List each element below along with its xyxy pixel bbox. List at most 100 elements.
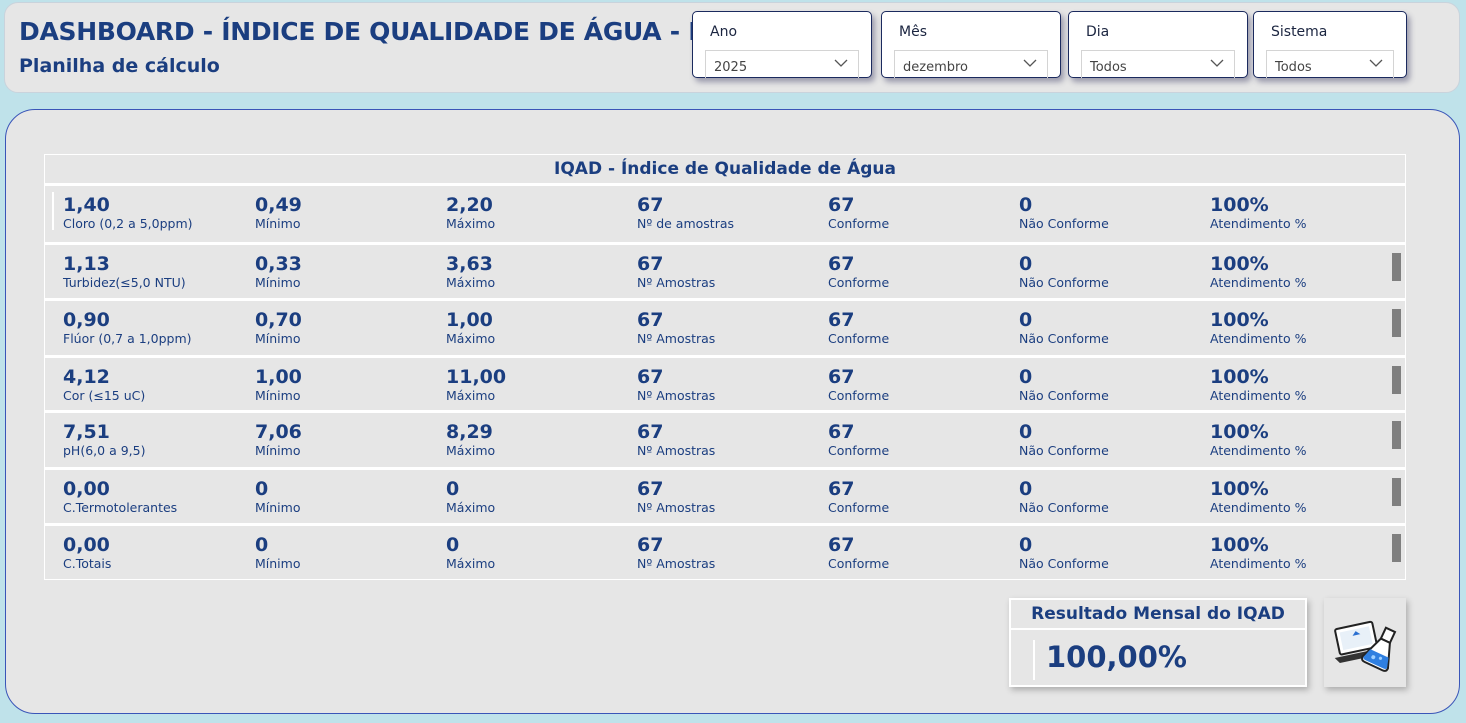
cell-max: 3,63 Máximo: [446, 253, 495, 291]
filter-mes-label: Mês: [899, 24, 927, 40]
cell-value: 67: [828, 194, 855, 216]
cell-conform: 67 Conforme: [828, 421, 889, 459]
cell-label: Nº Amostras: [637, 500, 716, 515]
result-accent-line: [1033, 640, 1035, 680]
cell-label: Cor (≤15 uC): [63, 388, 146, 403]
cell-max: 0 Máximo: [446, 534, 495, 572]
table-row: 4,12 Cor (≤15 uC) 1,00 Mínimo 11,00 Máximo 67 N…: [44, 356, 1406, 411]
lab-icon-card: [1324, 598, 1406, 687]
cell-label: Atendimento %: [1210, 388, 1307, 403]
cell-label: Conforme: [828, 331, 890, 346]
cell-label: Mínimo: [255, 216, 301, 231]
chevron-down-icon[interactable]: [1210, 59, 1224, 68]
cell-label: Não Conforme: [1019, 216, 1109, 231]
cell-label: Máximo: [446, 443, 496, 458]
cell-samples: 67 Nº Amostras: [637, 253, 715, 291]
chevron-down-icon[interactable]: [1023, 59, 1037, 68]
cell-label: Atendimento %: [1210, 556, 1307, 571]
cell-value: 0,90: [63, 309, 110, 331]
cell-conform: 67 Conforme: [828, 478, 889, 516]
filter-ano-label: Ano: [710, 24, 738, 40]
table-row: 0,00 C.Termotolerantes 0 Mínimo 0 Máximo 67 Nº …: [44, 468, 1406, 524]
scroll-bar-indicator: [1392, 421, 1401, 449]
filter-dia-dropdown[interactable]: Todos: [1081, 50, 1235, 78]
cell-label: Máximo: [446, 275, 496, 290]
cell-nonconform: 0 Não Conforme: [1019, 366, 1109, 404]
filter-mes: Mês dezembro: [881, 11, 1061, 78]
cell-max: 2,20 Máximo: [446, 194, 495, 232]
cell-value: 67: [828, 478, 855, 500]
cell-label: Mínimo: [255, 556, 301, 571]
filter-sistema: Sistema Todos: [1253, 11, 1407, 78]
cell-param: 4,12 Cor (≤15 uC): [63, 366, 145, 404]
cell-max: 11,00 Máximo: [446, 366, 506, 404]
cell-conform: 67 Conforme: [828, 253, 889, 291]
filter-dia-label: Dia: [1086, 24, 1110, 40]
cell-samples: 67 Nº Amostras: [637, 366, 715, 404]
cell-value: 0,33: [255, 253, 302, 275]
cell-label: Conforme: [828, 500, 890, 515]
cell-value: 0: [1019, 478, 1033, 500]
cell-label: C.Totais: [63, 556, 112, 571]
cell-value: 0: [446, 478, 460, 500]
cell-conform: 67 Conforme: [828, 194, 889, 232]
cell-attend: 100% Atendimento %: [1210, 421, 1306, 459]
cell-value: 67: [828, 421, 855, 443]
cell-max: 8,29 Máximo: [446, 421, 495, 459]
cell-label: Nº Amostras: [637, 443, 716, 458]
scroll-bar-indicator: [1392, 253, 1401, 281]
cell-label: Mínimo: [255, 443, 301, 458]
cell-nonconform: 0 Não Conforme: [1019, 194, 1109, 232]
cell-value: 0: [1019, 366, 1033, 388]
filter-sistema-dropdown[interactable]: Todos: [1266, 50, 1394, 78]
chevron-down-icon[interactable]: [834, 59, 848, 68]
cell-label: Flúor (0,7 a 1,0ppm): [63, 331, 192, 346]
filter-ano-dropdown[interactable]: 2025: [705, 50, 859, 78]
scroll-bar-indicator: [1392, 534, 1401, 562]
cell-label: Nº Amostras: [637, 331, 716, 346]
cell-value: 100%: [1210, 534, 1269, 556]
monthly-result-card: Resultado Mensal do IQAD 100,00%: [1009, 598, 1307, 687]
row-accent-line: [52, 192, 54, 230]
cell-label: Atendimento %: [1210, 275, 1307, 290]
cell-min: 0,70 Mínimo: [255, 309, 302, 347]
cell-nonconform: 0 Não Conforme: [1019, 421, 1109, 459]
cell-conform: 67 Conforme: [828, 534, 889, 572]
cell-value: 0: [1019, 421, 1033, 443]
cell-value: 67: [828, 534, 855, 556]
cell-value: 100%: [1210, 253, 1269, 275]
cell-param: 0,90 Flúor (0,7 a 1,0ppm): [63, 309, 192, 347]
cell-label: Atendimento %: [1210, 216, 1307, 231]
cell-value: 4,12: [63, 366, 110, 388]
cell-label: Não Conforme: [1019, 556, 1109, 571]
cell-attend: 100% Atendimento %: [1210, 253, 1306, 291]
cell-value: 0,70: [255, 309, 302, 331]
cell-attend: 100% Atendimento %: [1210, 534, 1306, 572]
cell-label: Conforme: [828, 216, 890, 231]
cell-value: 7,06: [255, 421, 302, 443]
cell-label: Atendimento %: [1210, 331, 1307, 346]
cell-min: 7,06 Mínimo: [255, 421, 302, 459]
filter-sistema-value: Todos: [1275, 60, 1312, 75]
cell-value: 67: [637, 366, 664, 388]
cell-value: 67: [637, 534, 664, 556]
main-panel: IQAD - Índice de Qualidade de Água 1,40 C…: [5, 109, 1460, 714]
cell-param: 0,00 C.Totais: [63, 534, 111, 572]
cell-label: Nº Amostras: [637, 556, 716, 571]
chevron-down-icon[interactable]: [1369, 59, 1383, 68]
cell-max: 1,00 Máximo: [446, 309, 495, 347]
cell-samples: 67 Nº Amostras: [637, 421, 715, 459]
table-row: 0,00 C.Totais 0 Mínimo 0 Máximo 67 Nº Amostras 6…: [44, 524, 1406, 580]
cell-label: Nº Amostras: [637, 388, 716, 403]
cell-conform: 67 Conforme: [828, 309, 889, 347]
filter-mes-dropdown[interactable]: dezembro: [894, 50, 1048, 78]
cell-value: 1,40: [63, 194, 110, 216]
filter-ano: Ano 2025: [692, 11, 872, 78]
cell-conform: 67 Conforme: [828, 366, 889, 404]
cell-nonconform: 0 Não Conforme: [1019, 253, 1109, 291]
cell-label: Máximo: [446, 216, 496, 231]
cell-value: 67: [828, 253, 855, 275]
cell-value: 0,00: [63, 534, 110, 556]
cell-value: 2,20: [446, 194, 493, 216]
cell-value: 1,00: [255, 366, 302, 388]
